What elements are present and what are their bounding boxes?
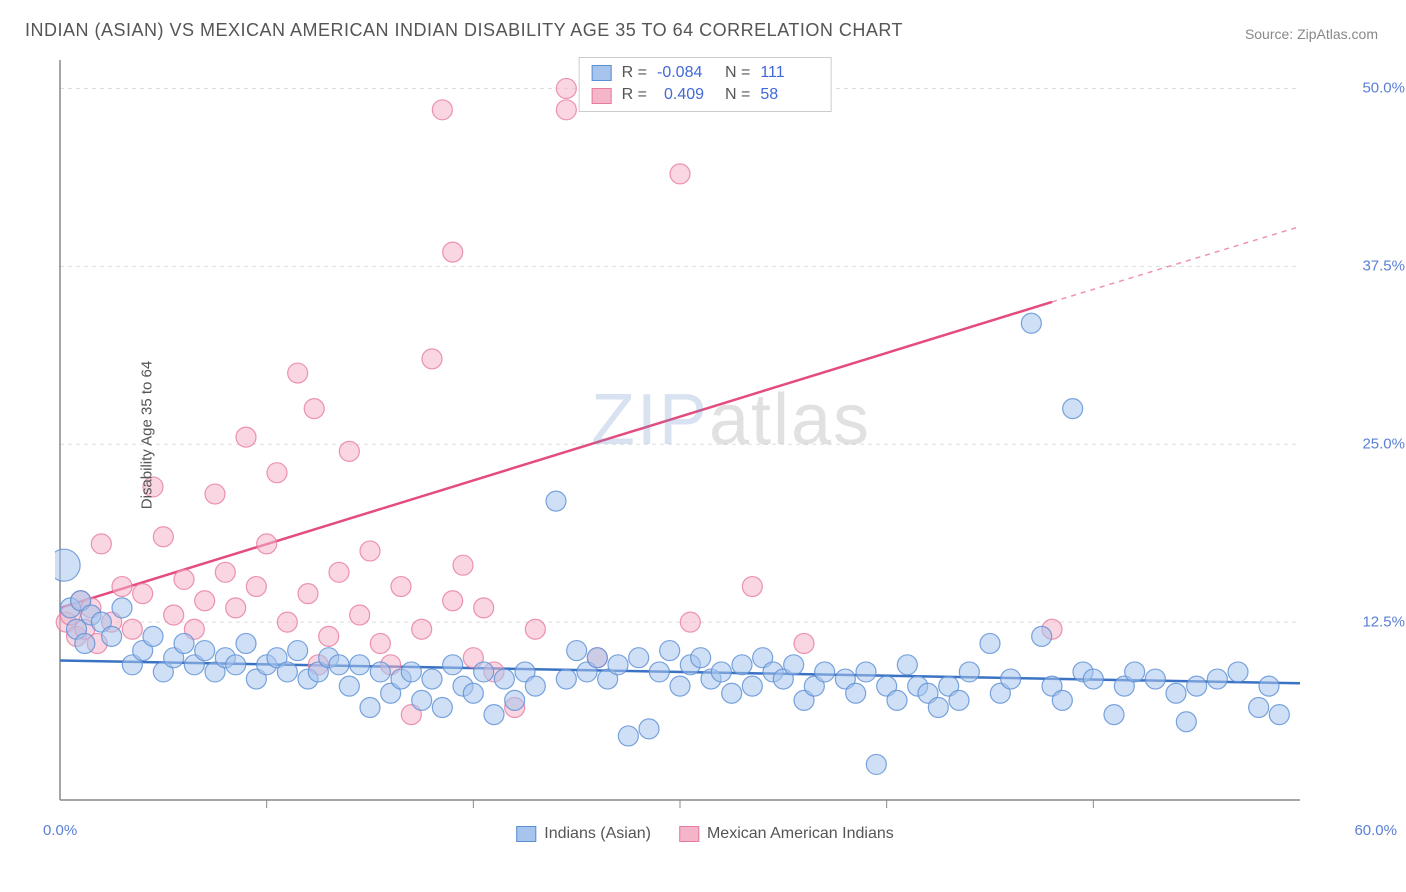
legend-swatch-series2: [679, 826, 699, 842]
chart-container: Disability Age 35 to 64 ZIPatlas R = -0.…: [55, 55, 1355, 815]
y-axis-label: Disability Age 35 to 64: [139, 361, 156, 509]
legend-label-series1: Indians (Asian): [544, 825, 651, 843]
legend-label-series2: Mexican American Indians: [707, 825, 894, 843]
y-tick-label: 37.5%: [1362, 258, 1405, 275]
y-tick-label: 12.5%: [1362, 614, 1405, 631]
swatch-series2: [592, 88, 612, 104]
stats-row-series1: R = -0.084 N = 111: [592, 62, 819, 84]
y-tick-label: 25.0%: [1362, 436, 1405, 453]
legend-item-series1: Indians (Asian): [516, 825, 651, 843]
legend-swatch-series1: [516, 826, 536, 842]
x-axis-min-label: 0.0%: [43, 822, 77, 839]
source-attribution: Source: ZipAtlas.com: [1245, 26, 1378, 42]
scatter-plot: [55, 55, 1355, 815]
legend-item-series2: Mexican American Indians: [679, 825, 894, 843]
correlation-stats-box: R = -0.084 N = 111 R = 0.409 N = 58: [579, 57, 832, 112]
legend: Indians (Asian) Mexican American Indians: [516, 825, 893, 843]
y-tick-label: 50.0%: [1362, 80, 1405, 97]
chart-title: INDIAN (ASIAN) VS MEXICAN AMERICAN INDIA…: [25, 20, 903, 41]
stats-row-series2: R = 0.409 N = 58: [592, 84, 819, 106]
swatch-series1: [592, 65, 612, 81]
x-axis-max-label: 60.0%: [1354, 822, 1397, 839]
